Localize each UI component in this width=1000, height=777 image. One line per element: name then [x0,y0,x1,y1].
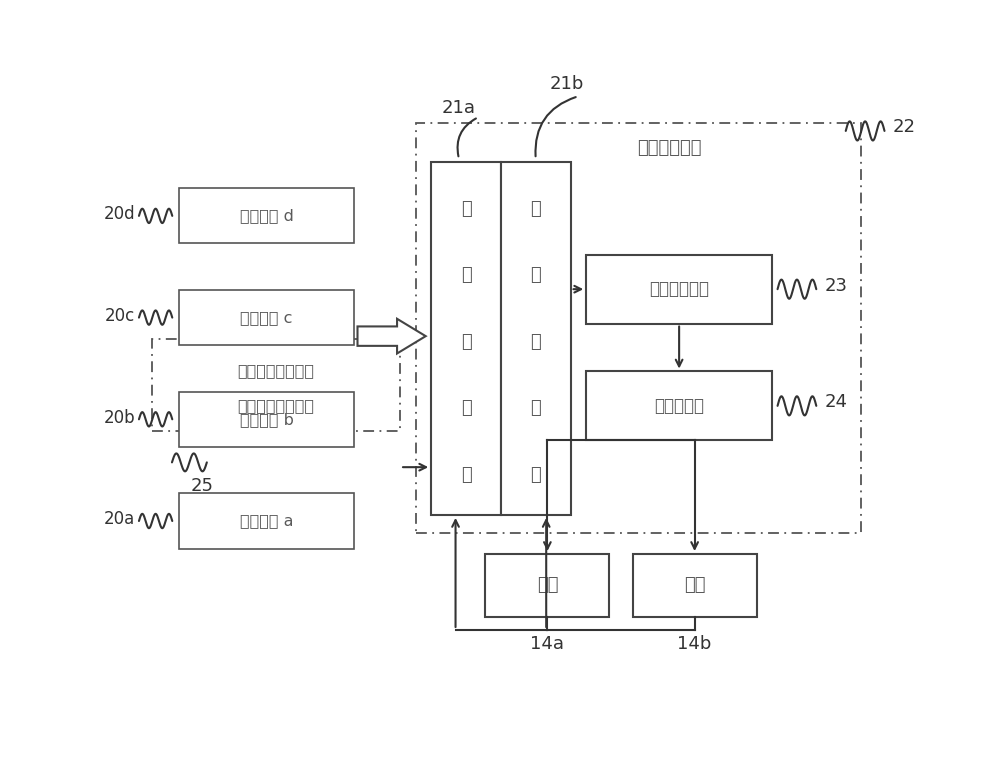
Text: 实时及预测部: 实时及预测部 [649,280,709,298]
Text: 20a: 20a [104,510,135,528]
Text: 析: 析 [530,399,541,417]
Text: 部: 部 [461,466,471,484]
Text: 14a: 14a [530,635,564,653]
Bar [586,371,772,441]
Bar [431,162,501,515]
Bar [633,554,757,617]
Text: 14b: 14b [677,635,712,653]
Text: 电梯控制装置: 电梯控制装置 [637,139,702,157]
Text: 线性数据 a: 线性数据 a [240,514,293,528]
Bar [485,554,609,617]
Text: 23: 23 [825,277,848,294]
Text: 集: 集 [461,399,471,417]
Text: 矫门: 矫门 [684,577,705,594]
Text: 22: 22 [892,118,915,136]
Bar [179,290,354,345]
Bar [179,493,354,549]
Text: 矫廂: 矫廂 [537,577,558,594]
Text: 24: 24 [825,393,848,411]
Bar [179,188,354,243]
Text: 执行控制部: 执行控制部 [654,397,704,415]
Text: 25: 25 [190,477,213,495]
Text: 部: 部 [530,466,541,484]
Text: 多电梯时其它电梯: 多电梯时其它电梯 [238,364,315,378]
Text: 20c: 20c [105,307,135,325]
Text: 数: 数 [530,200,541,218]
Bar [416,124,861,533]
Text: 据: 据 [530,267,541,284]
Text: 收: 收 [461,333,471,351]
Text: 20d: 20d [103,205,135,223]
Bar [152,339,400,431]
Text: 据: 据 [461,267,471,284]
Text: 分: 分 [530,333,541,351]
Text: 数: 数 [461,200,471,218]
Text: 20b: 20b [103,409,135,427]
Text: 21a: 21a [441,99,475,117]
Text: 线性数据 c: 线性数据 c [240,310,293,325]
Text: 控制装置数据信息: 控制装置数据信息 [238,398,315,413]
Text: 线性数据 b: 线性数据 b [240,412,293,427]
Bar [179,392,354,447]
Polygon shape [358,319,426,354]
Bar [586,255,772,323]
Bar [501,162,571,515]
Text: 线性数据 d: 线性数据 d [240,208,293,224]
Text: 21b: 21b [550,75,584,93]
